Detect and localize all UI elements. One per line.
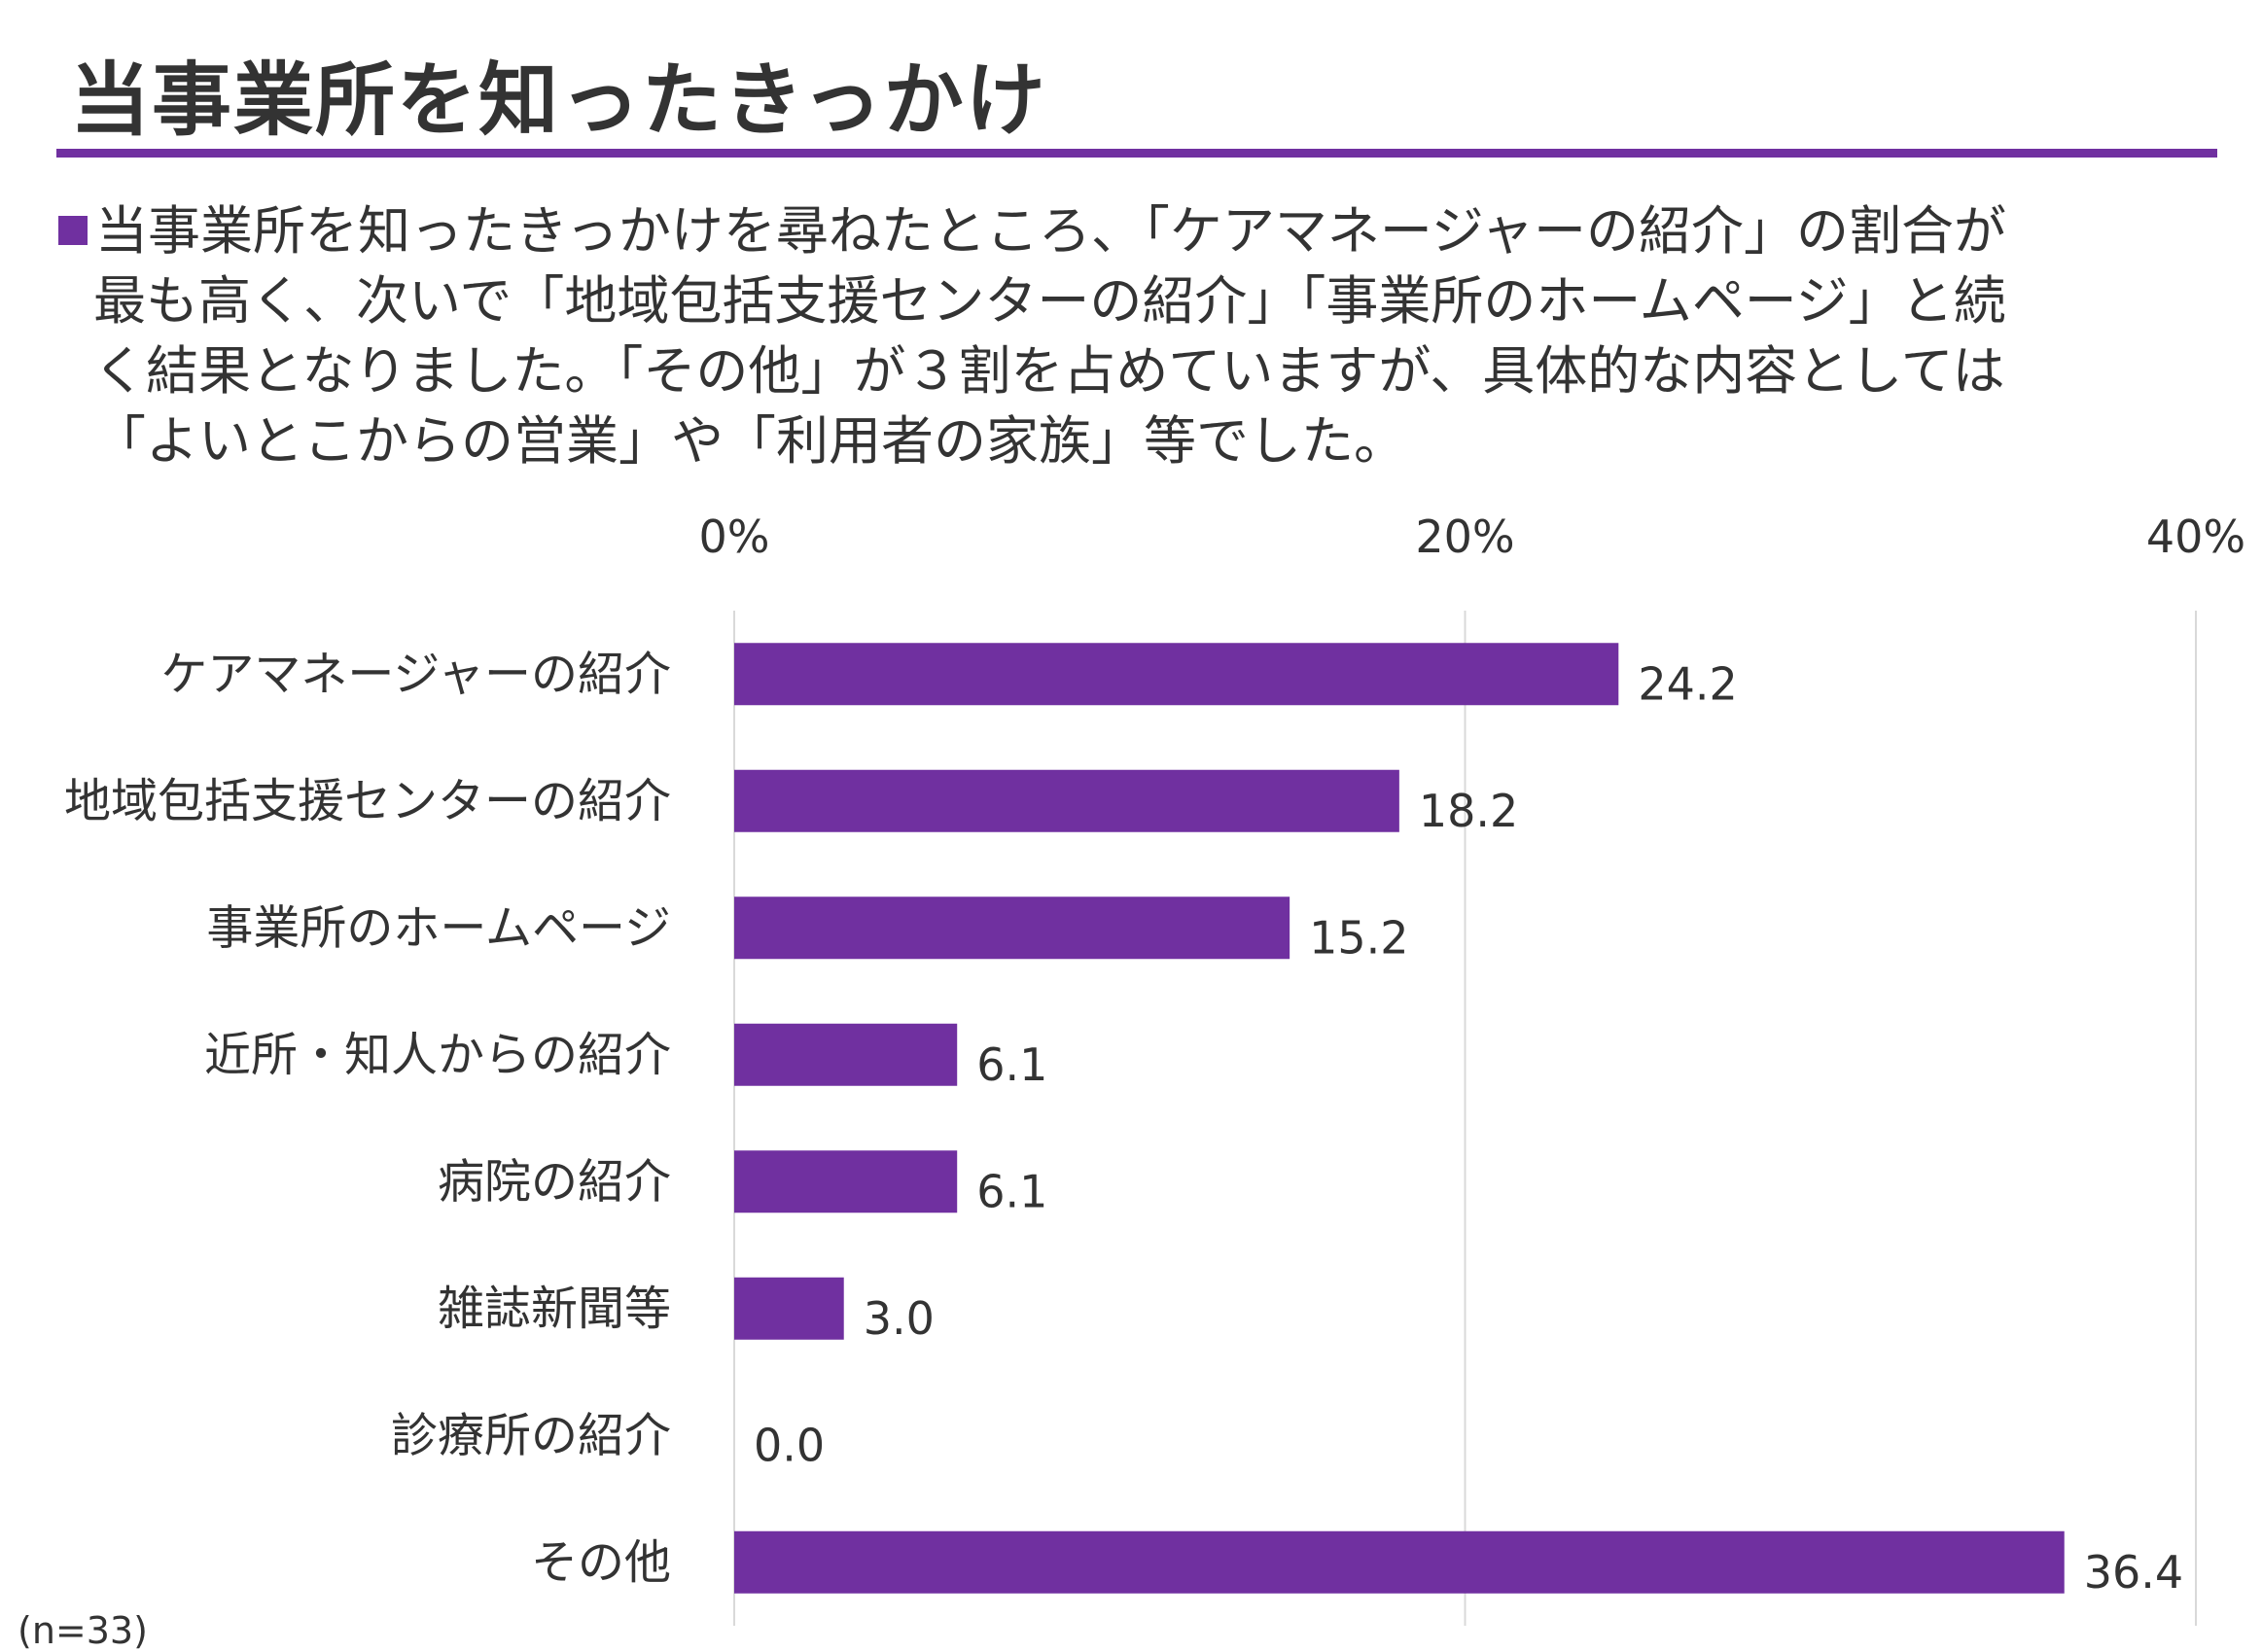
bar [734,1277,844,1340]
data-label: 6.1 [976,1165,1047,1217]
data-label: 3.0 [864,1292,935,1345]
data-label: 0.0 [754,1419,825,1471]
description-line-1: 当事業所を知ったきっかけを尋ねたところ、「ケアマネージャーの紹介」の割合が [58,196,2227,266]
sample-size-note: (n=33) [18,1609,148,1652]
description: 当事業所を知ったきっかけを尋ねたところ、「ケアマネージャーの紹介」の割合が 最も… [58,196,2227,476]
bar [734,1023,958,1086]
category-label: 病院の紹介 [438,1154,671,1209]
description-line-4: 「よいとこからの営業」や「利用者の家族」等でした。 [93,410,1406,472]
square-bullet-icon [58,216,88,245]
description-line-3: く結果となりました。「その他」が３割を占めていますが、具体的な内容としては [93,340,2005,402]
bar [734,896,1290,960]
title-underline [56,149,2217,158]
category-label: 診療所の紹介 [391,1408,671,1462]
x-tick-label: 0% [699,510,770,563]
category-label: その他 [531,1535,671,1590]
x-tick-label: 40% [2146,510,2245,563]
bar [734,643,1619,706]
data-label: 24.2 [1638,657,1737,710]
category-label: 雑誌新聞等 [438,1282,671,1336]
category-label: ケアマネージャーの紹介 [160,647,671,701]
category-label: 近所・知人からの紹介 [204,1028,671,1082]
bar [734,1530,2065,1594]
data-label: 18.2 [1419,785,1518,837]
bar [734,769,1399,832]
page-title: 当事業所を知ったきっかけ [70,54,1047,147]
data-label: 15.2 [1309,911,1408,964]
bar [734,1150,958,1213]
category-label: 事業所のホームページ [206,900,671,955]
data-label: 36.4 [2084,1546,2183,1599]
data-label: 6.1 [976,1038,1047,1091]
description-line-2: 最も高く、次いで「地域包括支援センターの紹介」「事業所のホームページ」と続 [93,270,2006,332]
category-label: 地域包括支援センターの紹介 [64,774,671,828]
x-tick-label: 20% [1415,510,1514,563]
